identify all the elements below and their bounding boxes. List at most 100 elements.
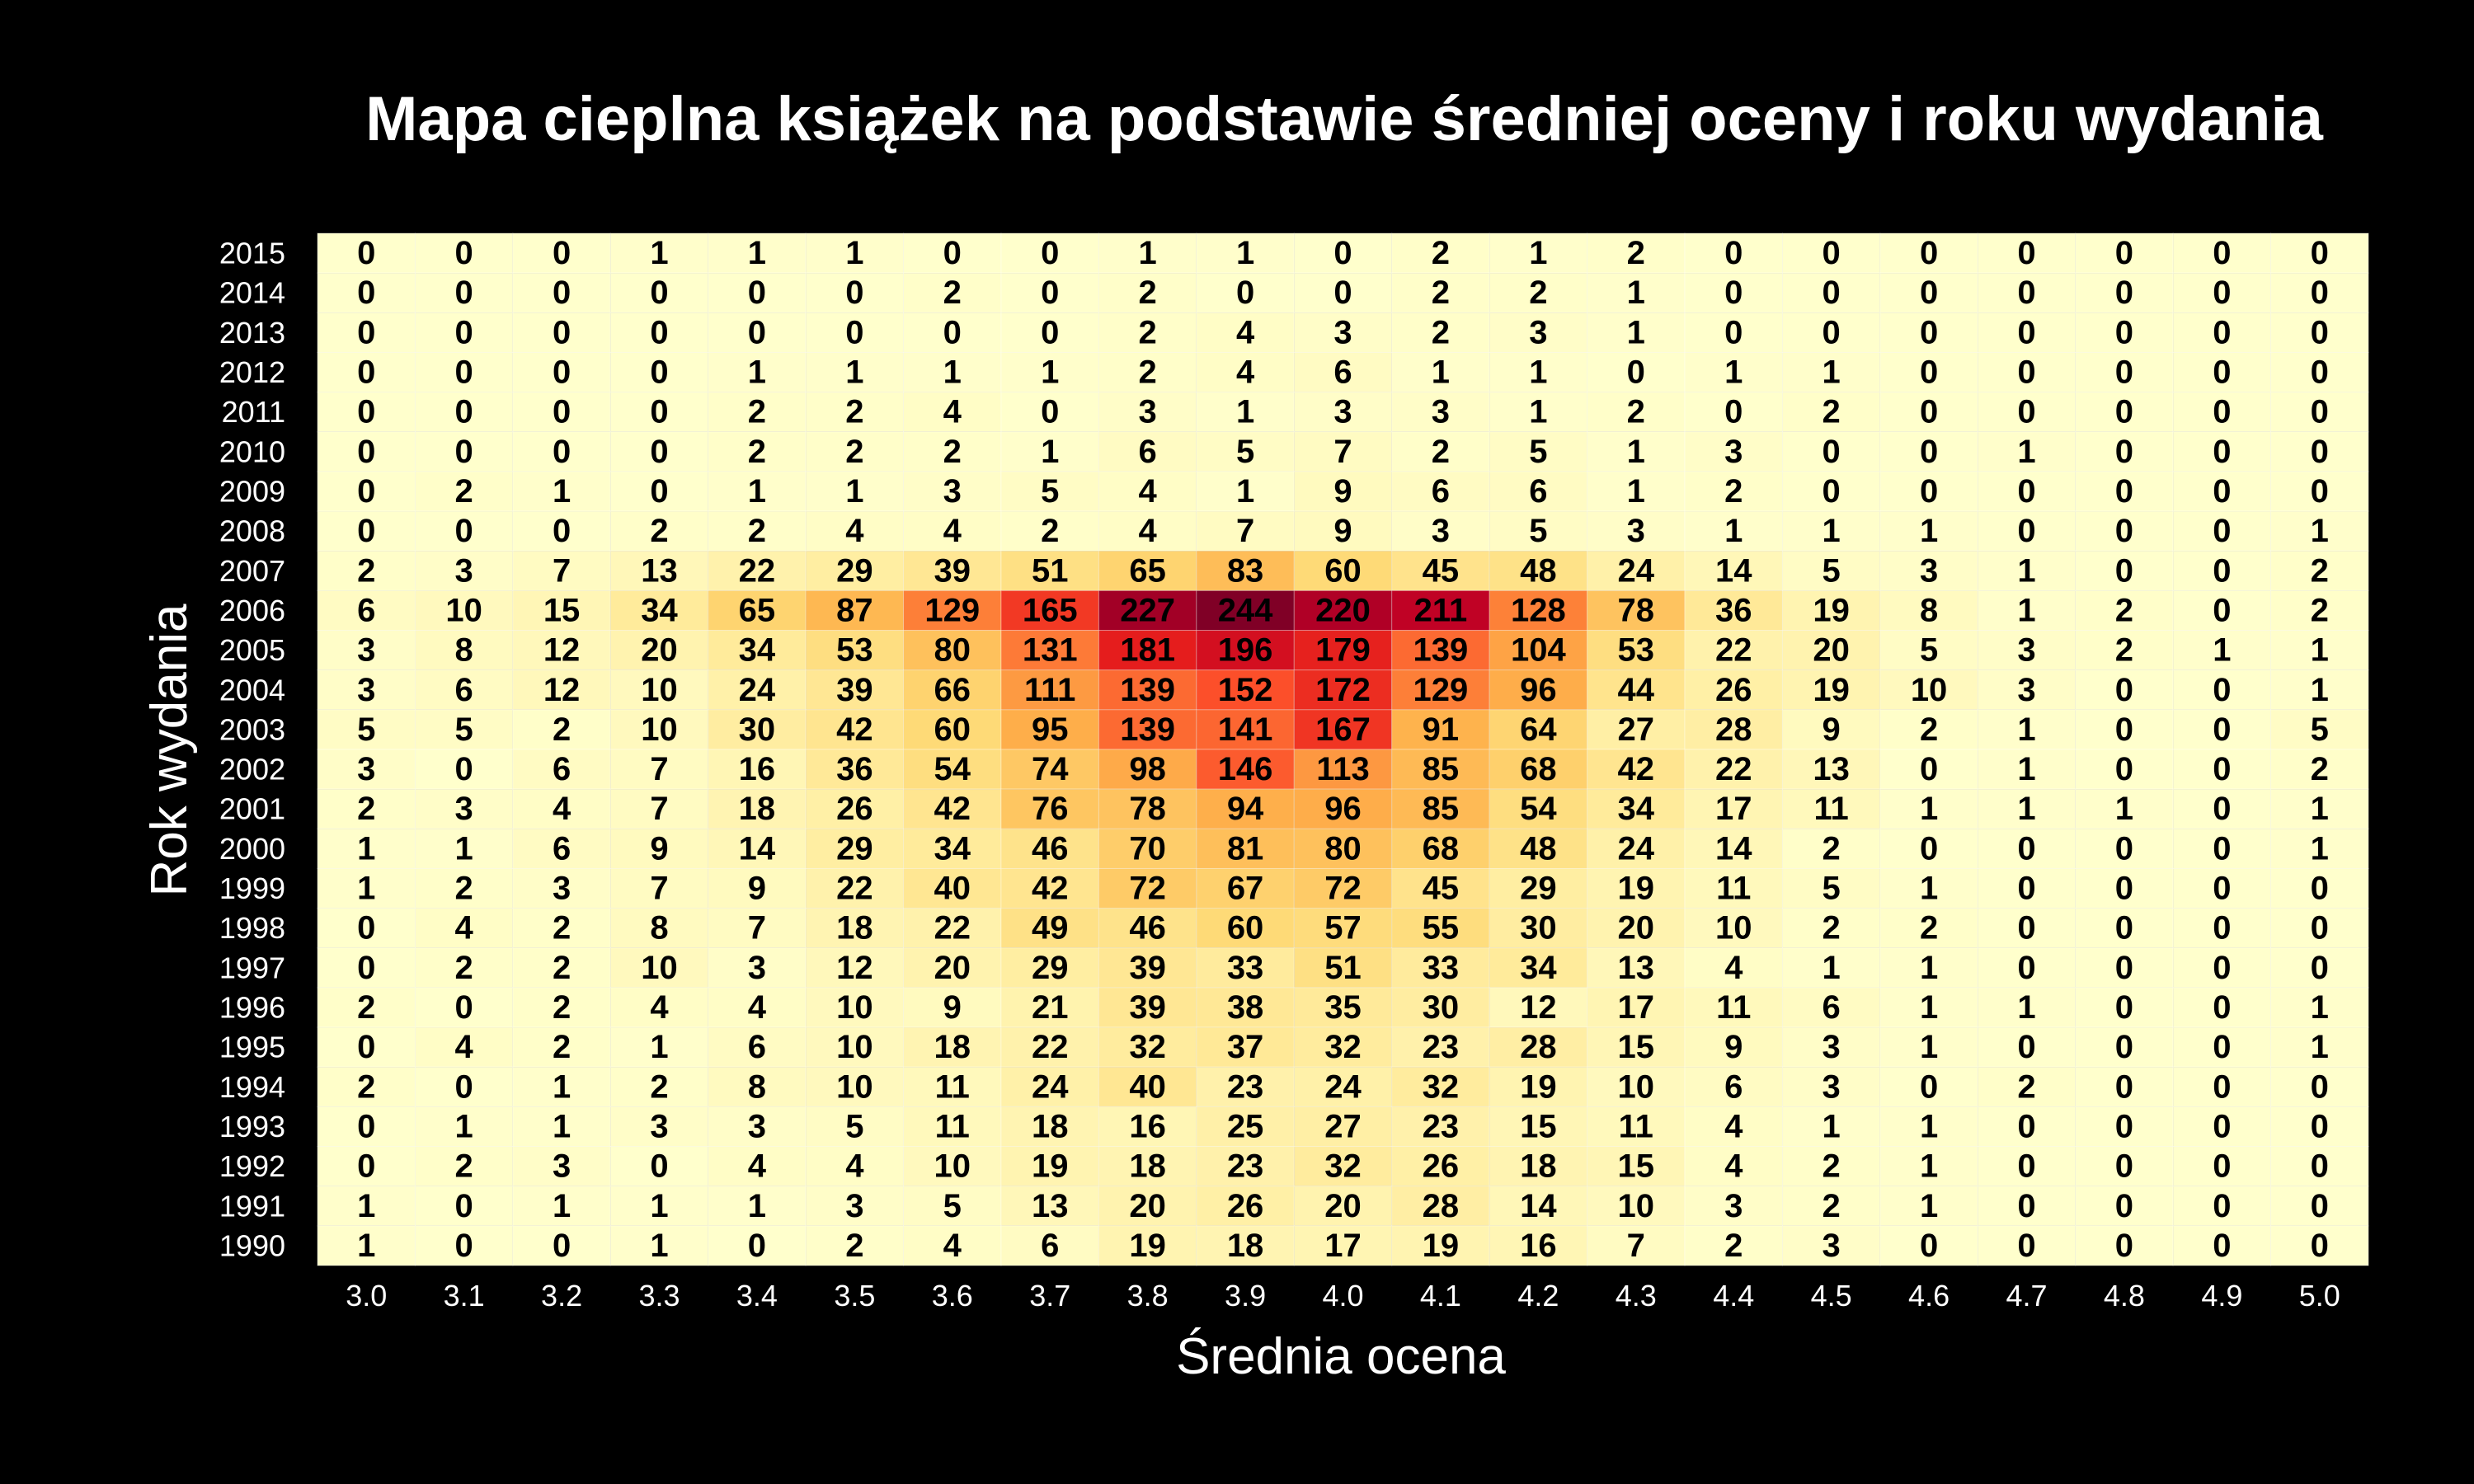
heatmap-cell [708, 589, 807, 632]
x-tick-label: 3.7 [1029, 1279, 1070, 1313]
cell-value-label: 0 [2017, 910, 2035, 946]
y-tick-label: 2007 [219, 554, 285, 588]
heatmap-cell [512, 589, 611, 632]
cell-value-label: 2 [845, 394, 863, 430]
heatmap-cell [2270, 867, 2369, 909]
cell-value-label: 1 [1432, 355, 1450, 391]
cell-value-label: 0 [1041, 314, 1059, 350]
cell-value-label: 13 [1813, 751, 1850, 787]
heatmap-cell [2270, 431, 2369, 472]
cell-value-label: 0 [1823, 275, 1841, 311]
cell-value-label: 33 [1423, 950, 1460, 986]
heatmap-cell [414, 947, 514, 989]
cell-value-label: 0 [357, 473, 375, 510]
cell-value-label: 0 [2213, 355, 2231, 391]
cell-value-label: 1 [1041, 434, 1059, 470]
cell-value-label: 0 [2213, 1228, 2231, 1264]
cell-value-label: 0 [2115, 1148, 2133, 1185]
cell-value-label: 3 [1823, 1228, 1841, 1264]
heatmap-cell [2075, 630, 2174, 671]
cell-value-label: 0 [748, 275, 766, 311]
cell-value-label: 4 [650, 989, 669, 1026]
heatmap-cell [2172, 1066, 2272, 1107]
heatmap-cell [1879, 471, 1978, 512]
cell-value-label: 5 [1236, 434, 1254, 470]
heatmap-cell [1293, 709, 1393, 750]
x-tick-label: 4.1 [1420, 1279, 1461, 1313]
cell-value-label: 5 [1529, 513, 1547, 549]
heatmap-cell [1098, 867, 1197, 909]
heatmap-cell [1000, 908, 1099, 949]
heatmap-cell [1587, 749, 1686, 790]
cell-value-label: 0 [2311, 394, 2329, 430]
cell-value-label: 1 [1920, 1108, 1938, 1144]
heatmap-cell [805, 550, 905, 591]
cell-value-label: 6 [1041, 1228, 1059, 1264]
x-tick-label: 3.4 [736, 1279, 778, 1313]
cell-value-label: 2 [1432, 275, 1450, 311]
cell-value-label: 0 [2017, 871, 2035, 907]
heatmap-cell [1879, 630, 1978, 671]
cell-value-label: 80 [1324, 830, 1362, 866]
cell-value-label: 1 [650, 1228, 668, 1264]
heatmap-cell [512, 947, 611, 989]
heatmap-cell [1489, 908, 1588, 949]
cell-value-label: 78 [1618, 592, 1655, 628]
cell-value-label: 17 [1618, 989, 1655, 1026]
heatmap-cell [2075, 392, 2174, 433]
cell-value-label: 16 [1520, 1228, 1557, 1264]
heatmap-cell [1684, 867, 1783, 909]
cell-value-label: 1 [748, 1188, 766, 1224]
cell-value-label: 0 [357, 950, 375, 986]
heatmap-cell [2075, 1225, 2174, 1266]
cell-value-label: 1 [2017, 552, 2035, 589]
heatmap-cell [1977, 471, 2077, 512]
cell-value-label: 3 [357, 751, 375, 787]
heatmap-cell [805, 709, 905, 750]
heatmap-cell [805, 987, 905, 1028]
cell-value-label: 0 [1333, 235, 1352, 271]
heatmap-cell [1587, 510, 1686, 552]
cell-value-label: 0 [1920, 1228, 1938, 1264]
cell-value-label: 0 [845, 314, 863, 350]
heatmap-cell [1098, 312, 1197, 353]
cell-value-label: 3 [455, 791, 473, 827]
y-tick-label: 1999 [219, 871, 285, 905]
heatmap-cell [1781, 1066, 1881, 1107]
heatmap-cell [1293, 987, 1393, 1028]
cell-value-label: 19 [1520, 1068, 1557, 1105]
x-tick-label: 5.0 [2299, 1279, 2340, 1313]
heatmap-cell [317, 510, 416, 552]
heatmap-cell [2075, 589, 2174, 632]
x-tick-label: 3.6 [932, 1279, 973, 1313]
cell-value-label: 5 [845, 1108, 863, 1144]
cell-value-label: 0 [455, 434, 473, 470]
cell-value-label: 17 [1715, 791, 1752, 827]
heatmap-cell [1879, 908, 1978, 949]
cell-value-label: 1 [2017, 751, 2035, 787]
heatmap-cell [1879, 947, 1978, 989]
heatmap-cell [1781, 351, 1881, 393]
heatmap-cell [1684, 431, 1783, 472]
cell-value-label: 0 [1920, 394, 1938, 430]
cell-value-label: 24 [1324, 1068, 1362, 1105]
heatmap-cell [1781, 987, 1881, 1028]
cell-value-label: 0 [2311, 950, 2329, 986]
cell-value-label: 53 [836, 632, 873, 669]
heatmap-cell [1977, 947, 2077, 989]
cell-value-label: 0 [2311, 355, 2329, 391]
cell-value-label: 2 [455, 950, 473, 986]
heatmap-cell [1781, 788, 1881, 829]
cell-value-label: 1 [1236, 473, 1254, 510]
heatmap-cell [1293, 510, 1393, 552]
cell-value-label: 2 [2115, 632, 2133, 669]
cell-value-label: 2 [2311, 592, 2329, 628]
heatmap-cell [2075, 1026, 2174, 1068]
cell-value-label: 1 [553, 1108, 571, 1144]
cell-value-label: 24 [1618, 552, 1655, 589]
cell-value-label: 60 [934, 711, 971, 748]
heatmap-cell [1000, 788, 1099, 829]
heatmap-cell [1391, 947, 1490, 989]
heatmap-cell [1000, 630, 1099, 671]
cell-value-label: 22 [1032, 1029, 1069, 1065]
